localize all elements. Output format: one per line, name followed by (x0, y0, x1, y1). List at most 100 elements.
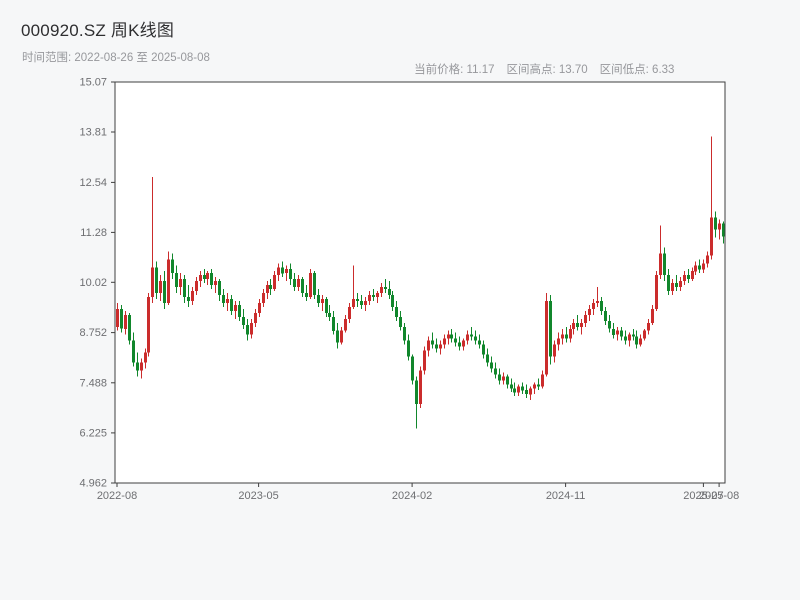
candle (506, 374, 509, 389)
candle (120, 305, 123, 333)
candle (584, 310, 587, 327)
candle (246, 318, 249, 341)
price-stats: 当前价格: 11.17 区间高点: 13.70 区间低点: 6.33 (395, 49, 686, 89)
candle (277, 263, 280, 282)
candle (482, 340, 485, 359)
candle (395, 301, 398, 321)
candle (714, 211, 717, 238)
candle (175, 265, 178, 294)
candle (179, 273, 182, 295)
candle (151, 176, 154, 303)
candle (254, 308, 257, 327)
candle (159, 275, 162, 301)
y-tick-label: 8.752 (79, 327, 107, 339)
candle (171, 253, 174, 280)
candle (691, 267, 694, 282)
candle (423, 346, 426, 375)
candle (521, 382, 524, 395)
candle (474, 330, 477, 345)
candle (533, 382, 536, 395)
candle (462, 338, 465, 351)
candle (450, 328, 453, 343)
candle (407, 334, 410, 361)
candle (600, 297, 603, 315)
candle (671, 279, 674, 295)
candle (226, 293, 229, 311)
candle (588, 305, 591, 321)
x-tick-label: 2024-11 (546, 490, 586, 502)
candle (494, 362, 497, 379)
candle (250, 318, 253, 339)
candle (144, 348, 147, 369)
candle (647, 318, 650, 335)
candle (624, 330, 627, 345)
candle (293, 273, 296, 292)
candle (454, 332, 457, 347)
candle (380, 283, 383, 297)
candle (262, 289, 265, 307)
candle (328, 305, 331, 321)
candle (191, 287, 194, 305)
candle (301, 277, 304, 297)
candle (435, 338, 438, 353)
candle (517, 384, 520, 397)
candle (466, 330, 469, 345)
candle (305, 285, 308, 301)
candle (561, 328, 564, 345)
candle (289, 263, 292, 286)
candle (478, 334, 481, 349)
candle (340, 326, 343, 345)
candle (525, 384, 528, 399)
candle (439, 340, 442, 355)
x-tick-label: 2025-07 (683, 490, 723, 502)
candle (242, 308, 245, 329)
candle (722, 221, 725, 244)
candle (557, 332, 560, 351)
candle (710, 136, 713, 260)
candle (486, 348, 489, 367)
candle (384, 279, 387, 294)
candle (273, 271, 276, 292)
candle (313, 271, 316, 299)
y-tick-label: 7.488 (79, 377, 107, 389)
candle (698, 259, 701, 274)
candle (694, 261, 697, 276)
candle (222, 289, 225, 307)
candle (679, 277, 682, 292)
candle (651, 305, 654, 325)
candle (635, 330, 638, 349)
candle (498, 368, 501, 385)
candle (372, 289, 375, 301)
candle (643, 328, 646, 341)
candle (210, 269, 213, 290)
candle (659, 225, 662, 280)
candle (537, 378, 540, 391)
candle (297, 275, 300, 292)
candle (147, 293, 150, 357)
candle (183, 275, 186, 303)
candle (565, 326, 568, 343)
y-tick-label: 13.81 (79, 127, 107, 139)
candle (163, 271, 166, 309)
candle (167, 251, 170, 305)
candle (620, 326, 623, 341)
candle (281, 261, 284, 278)
candle (124, 310, 127, 335)
candle (545, 293, 548, 377)
range-low-label: 区间低点: 6.33 (599, 64, 675, 76)
candle (632, 328, 635, 341)
candle (706, 251, 709, 268)
candle (411, 354, 414, 385)
candle (356, 293, 359, 307)
candle (230, 295, 233, 315)
candle (667, 269, 670, 295)
candle (687, 269, 690, 284)
candle (470, 326, 473, 341)
candle (403, 322, 406, 345)
candle (203, 269, 206, 284)
candle (628, 332, 631, 347)
y-tick-label: 11.28 (80, 227, 107, 239)
candle (596, 287, 599, 307)
candle (399, 310, 402, 331)
